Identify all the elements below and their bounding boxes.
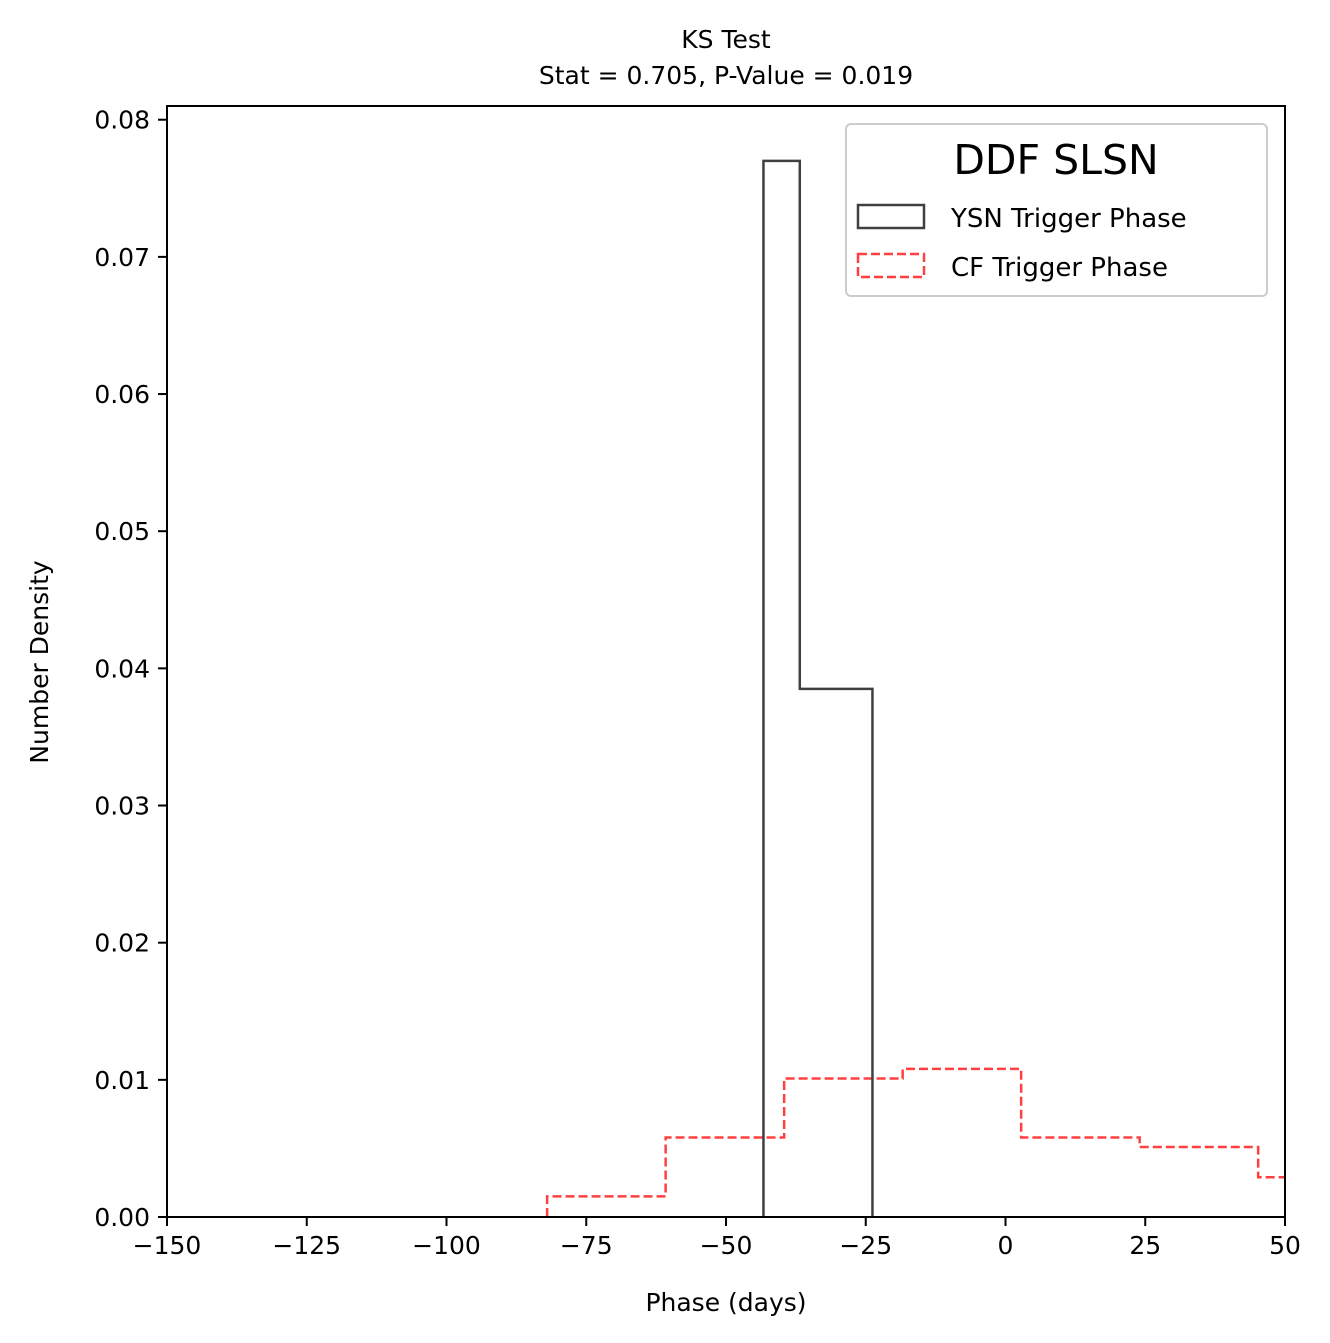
y-tick-label: 0.02 bbox=[94, 929, 150, 958]
y-axis-ticks: 0.00 0.01 0.02 0.03 0.04 0.05 0.06 0.07 0.08 bbox=[94, 106, 167, 1232]
x-tick-label: −75 bbox=[560, 1231, 613, 1260]
y-tick-label: 0.06 bbox=[94, 380, 150, 409]
x-tick-label: −50 bbox=[700, 1231, 753, 1260]
legend: DDF SLSN YSN Trigger Phase CF Trigger Ph… bbox=[845, 123, 1268, 297]
y-tick-label: 0.04 bbox=[94, 654, 150, 683]
y-axis-label: Number Density bbox=[25, 560, 54, 764]
x-tick-label: −150 bbox=[133, 1231, 202, 1260]
x-axis-ticks: −150 −125 −100 −75 −50 −25 0 25 50 bbox=[133, 1217, 1301, 1260]
x-tick-label: 0 bbox=[998, 1231, 1014, 1260]
legend-swatch-cf bbox=[856, 252, 926, 279]
legend-swatch-ysn bbox=[856, 203, 926, 230]
y-tick-label: 0.05 bbox=[94, 517, 150, 546]
x-tick-label: −100 bbox=[412, 1231, 481, 1260]
legend-label-ysn: YSN Trigger Phase bbox=[950, 204, 1187, 234]
y-tick-label: 0.00 bbox=[94, 1203, 150, 1232]
legend-label-cf: CF Trigger Phase bbox=[951, 253, 1168, 283]
legend-title: DDF SLSN bbox=[953, 136, 1158, 184]
y-tick-label: 0.07 bbox=[94, 243, 150, 272]
x-tick-label: 50 bbox=[1269, 1231, 1301, 1260]
series-layer bbox=[545, 159, 1285, 1217]
series-cf-trigger-phase bbox=[545, 1067, 1285, 1217]
chart-title: KS Test bbox=[681, 25, 771, 54]
legend-box bbox=[845, 123, 1268, 297]
x-tick-label: 25 bbox=[1129, 1231, 1161, 1260]
series-ysn-trigger-phase bbox=[762, 159, 874, 1217]
x-tick-label: −25 bbox=[839, 1231, 892, 1260]
y-tick-label: 0.01 bbox=[94, 1066, 150, 1095]
chart-subtitle: Stat = 0.705, P-Value = 0.019 bbox=[539, 61, 913, 90]
y-tick-label: 0.03 bbox=[94, 792, 150, 821]
x-axis-label: Phase (days) bbox=[645, 1288, 806, 1317]
x-tick-label: −125 bbox=[272, 1231, 341, 1260]
y-tick-label: 0.08 bbox=[94, 106, 150, 135]
